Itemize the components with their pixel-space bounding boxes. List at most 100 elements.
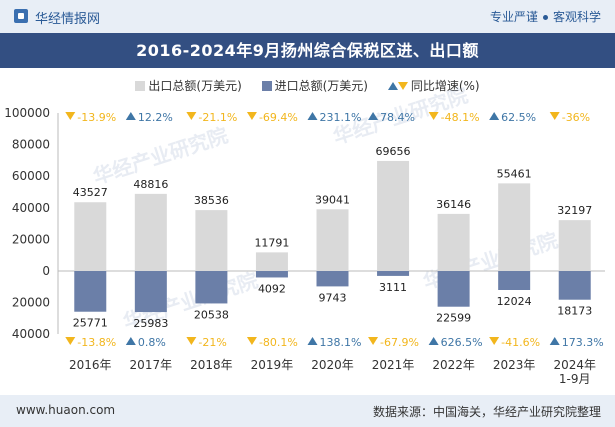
- export-value-label: 36146: [436, 198, 471, 211]
- y-tick-label: 40000: [12, 201, 50, 215]
- export-growth-down-icon: [186, 112, 197, 120]
- y-tick-label: 100000: [4, 106, 50, 120]
- chart-canvas: 100000 80000 60000 40000 20000 0 20000 40000 435…: [4, 106, 605, 386]
- x-tick-label: 2024年: [553, 358, 596, 372]
- import-bar: [437, 271, 470, 307]
- import-growth-label: -13.8%: [77, 336, 116, 349]
- export-bar: [74, 202, 107, 271]
- export-growth-down-icon: [428, 112, 439, 120]
- x-tick-label: 2020年: [311, 358, 354, 372]
- import-growth-label: -80.1%: [259, 336, 298, 349]
- y-tick-label: 0: [42, 264, 50, 278]
- export-value-label: 55461: [497, 167, 532, 180]
- import-growth-down-icon: [246, 337, 257, 345]
- slogan-dot-icon: [542, 15, 548, 20]
- import-value-label: 12024: [497, 295, 532, 308]
- import-value-label: 20538: [194, 308, 229, 321]
- import-growth-label: -67.9%: [380, 336, 419, 349]
- legend-export-swatch: [135, 81, 146, 91]
- import-value-label: 3111: [379, 281, 407, 294]
- logo-icon: [14, 9, 28, 23]
- legend-yoy: 同比增速(%): [387, 77, 480, 94]
- slogan: 专业严谨 客观科学: [490, 8, 601, 25]
- import-growth-label: 138.1%: [320, 336, 362, 349]
- export-growth-label: -21.1%: [198, 111, 237, 124]
- export-growth-up-icon: [125, 112, 136, 120]
- y-tick-label: 60000: [12, 169, 50, 183]
- legend-export-label: 出口总额(万美元): [148, 79, 242, 93]
- legend-import-swatch: [261, 81, 272, 91]
- legend-up-icon: [387, 82, 398, 90]
- export-growth-up-icon: [489, 112, 500, 120]
- export-growth-down-icon: [246, 112, 257, 120]
- slogan-left: 专业严谨: [489, 10, 538, 24]
- import-growth-up-icon: [428, 337, 439, 345]
- x-tick-label: 1-9月: [559, 372, 591, 386]
- export-growth-label: 62.5%: [501, 111, 536, 124]
- import-value-label: 25771: [73, 317, 108, 330]
- legend-export: 出口总额(万美元): [135, 77, 242, 94]
- export-value-label: 48816: [133, 178, 168, 191]
- import-value-label: 4092: [258, 282, 286, 295]
- legend: 出口总额(万美元) 进口总额(万美元) 同比增速(%): [0, 77, 615, 95]
- import-value-label: 22599: [436, 312, 471, 325]
- slogan-right: 客观科学: [552, 10, 601, 24]
- y-tick-label: 40000: [12, 327, 50, 341]
- export-value-label: 43527: [73, 186, 108, 199]
- x-tick-label: 2017年: [130, 358, 173, 372]
- footer-url[interactable]: www.huaon.com: [16, 403, 116, 417]
- legend-down-icon: [397, 82, 408, 90]
- import-growth-label: 626.5%: [441, 336, 483, 349]
- export-growth-label: -13.9%: [77, 111, 116, 124]
- export-growth-label: -69.4%: [259, 111, 298, 124]
- x-tick-label: 2021年: [372, 358, 415, 372]
- import-value-label: 9743: [319, 291, 347, 304]
- export-growth-label: -36%: [562, 111, 590, 124]
- x-tick-label: 2016年: [69, 358, 112, 372]
- x-tick-label: 2023年: [493, 358, 536, 372]
- import-growth-up-icon: [125, 337, 136, 345]
- export-growth-label: 78.4%: [380, 111, 415, 124]
- chart-title: 2016-2024年9月扬州综合保税区进、出口额: [0, 33, 615, 68]
- import-growth-down-icon: [489, 337, 500, 345]
- import-bar: [316, 271, 349, 287]
- import-bar: [195, 271, 228, 304]
- import-growth-up-icon: [549, 337, 560, 345]
- legend-import-label: 进口总额(万美元): [274, 79, 368, 93]
- export-value-label: 69656: [376, 145, 411, 158]
- legend-import: 进口总额(万美元): [261, 77, 368, 94]
- import-bar: [255, 271, 288, 278]
- import-bar: [377, 271, 410, 276]
- export-bar: [437, 213, 470, 271]
- import-growth-down-icon: [186, 337, 197, 345]
- footer: www.huaon.com 数据来源：中国海关，华经产业研究院整理: [0, 395, 615, 427]
- y-tick-label: 20000: [12, 232, 50, 246]
- export-growth-down-icon: [549, 112, 560, 120]
- export-growth-down-icon: [65, 112, 76, 120]
- export-bar: [498, 183, 531, 271]
- import-growth-down-icon: [65, 337, 76, 345]
- import-growth-label: -41.6%: [501, 336, 540, 349]
- import-growth-label: 0.8%: [138, 336, 166, 349]
- export-growth-up-icon: [368, 112, 379, 120]
- import-growth-down-icon: [368, 337, 379, 345]
- y-tick-label: 80000: [12, 138, 50, 152]
- y-tick-label: 20000: [12, 296, 50, 310]
- footer-source: 数据来源：中国海关，华经产业研究院整理: [372, 405, 601, 419]
- import-growth-label: -21%: [198, 336, 226, 349]
- import-bar: [74, 271, 107, 312]
- header-bar: 华经情报网 专业严谨 客观科学: [0, 0, 615, 33]
- import-growth-up-icon: [307, 337, 318, 345]
- export-bar: [195, 210, 228, 271]
- import-growth-label: 173.3%: [562, 336, 604, 349]
- export-bar: [558, 220, 591, 271]
- x-tick-label: 2018年: [190, 358, 233, 372]
- export-growth-label: 12.2%: [138, 111, 173, 124]
- x-tick-label: 2019年: [251, 358, 294, 372]
- export-bar: [134, 193, 167, 271]
- export-bar: [316, 209, 349, 271]
- import-bar: [498, 271, 531, 290]
- export-bar: [255, 252, 288, 271]
- export-value-label: 38536: [194, 194, 229, 207]
- export-growth-label: -48.1%: [441, 111, 480, 124]
